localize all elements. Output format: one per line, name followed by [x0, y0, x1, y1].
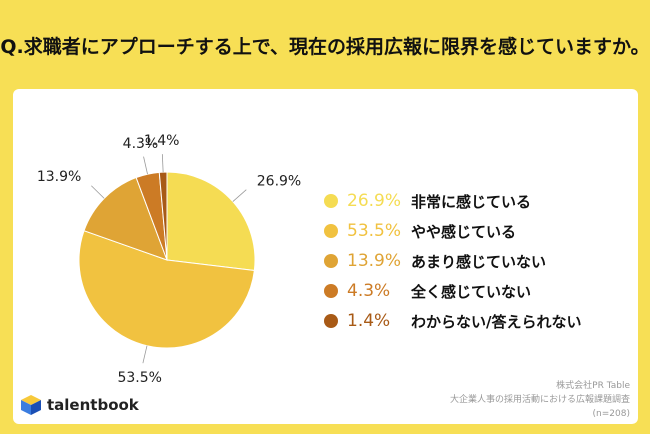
source-survey: 大企業人事の採用活動における広報課題調査: [449, 395, 630, 405]
pie-slice-2: [83, 176, 168, 261]
legend-value: 4.3%: [347, 281, 391, 301]
legend-value: 1.4%: [347, 311, 391, 331]
legend-marker: [324, 194, 338, 208]
leader-line-1: [142, 345, 148, 364]
legend-item-3: 4.3% 全く感じていない: [324, 276, 581, 306]
chart-legend: 26.9% 非常に感じている 53.5% やや感じている 13.9% あまり感じ…: [324, 186, 581, 336]
cube-logo-icon: [21, 395, 41, 415]
legend-label: あまり感じていない: [411, 252, 547, 271]
legend-label: 全く感じていない: [411, 282, 532, 301]
talentbook-logo: talentbook: [20, 394, 139, 416]
source-note: 株式会社PR Table 大企業人事の採用活動における広報課題調査 (n=208…: [450, 379, 630, 421]
legend-item-4: 1.4% わからない/答えられない: [324, 306, 581, 336]
legend-item-1: 53.5% やや感じている: [324, 216, 581, 246]
legend-item-2: 13.9% あまり感じていない: [324, 246, 581, 276]
brand-name: talentbook: [47, 396, 139, 414]
legend-marker: [324, 284, 338, 298]
data-label-0: 26.9%: [257, 173, 301, 189]
leader-line-4: [161, 154, 164, 173]
legend-label: 非常に感じている: [411, 192, 532, 211]
data-label-1: 53.5%: [117, 370, 161, 386]
leader-line-3: [143, 156, 148, 175]
leader-line-2: [91, 185, 105, 199]
legend-marker: [324, 314, 338, 328]
legend-value: 53.5%: [347, 221, 402, 241]
data-label-4: 1.4%: [144, 133, 180, 149]
legend-value: 26.9%: [347, 191, 402, 211]
data-label-2: 13.9%: [37, 169, 81, 185]
pie-slice-0: [166, 171, 256, 272]
legend-marker: [324, 254, 338, 268]
source-sample-size: (n=208): [592, 409, 630, 419]
legend-item-0: 26.9% 非常に感じている: [324, 186, 581, 216]
legend-value: 13.9%: [347, 251, 402, 271]
chart-title: Q.求職者にアプローチする上で、現在の採用広報に限界を感じていますか。: [0, 36, 650, 58]
source-company: 株式会社PR Table: [556, 381, 630, 391]
legend-label: わからない/答えられない: [411, 312, 582, 331]
leader-line-0: [232, 189, 247, 202]
data-label-3: 4.3%: [123, 136, 159, 152]
legend-marker: [324, 224, 338, 238]
legend-label: やや感じている: [411, 222, 517, 241]
